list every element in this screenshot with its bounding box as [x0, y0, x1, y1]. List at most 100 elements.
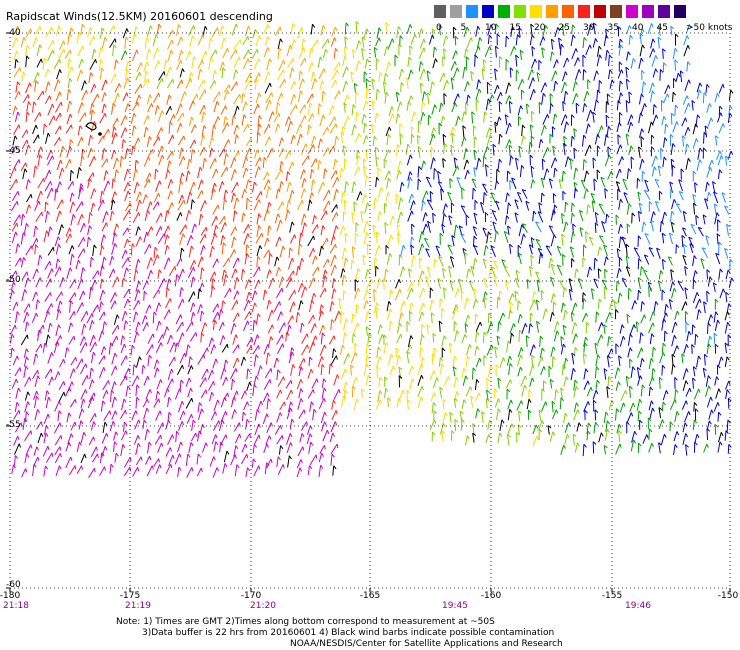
- wind-barb: [317, 56, 321, 68]
- wind-barb: [266, 422, 272, 433]
- wind-barb-flag: [411, 378, 415, 383]
- wind-barb-flag: [131, 344, 136, 349]
- wind-barb-flag: [486, 81, 491, 86]
- wind-barb: [341, 248, 346, 259]
- wind-barb: [306, 93, 313, 104]
- wind-barb: [47, 352, 53, 364]
- wind-barb: [604, 154, 610, 167]
- wind-barb: [661, 233, 665, 244]
- wind-barb-flag: [731, 277, 735, 282]
- wind-barb-flag: [561, 24, 566, 28]
- wind-barb-flag: [344, 56, 348, 61]
- wind-barb-flag: [253, 443, 258, 448]
- wind-barb: [724, 248, 729, 259]
- wind-barb: [290, 23, 294, 35]
- wind-barb-flag: [601, 220, 606, 224]
- wind-barb-flag: [696, 292, 700, 297]
- wind-barb: [322, 189, 330, 201]
- wind-barb: [508, 145, 511, 157]
- wind-barb-flag: [80, 420, 84, 425]
- wind-barb: [692, 255, 695, 266]
- wind-barb: [433, 258, 436, 269]
- wind-barb: [389, 321, 391, 332]
- wind-barb-flag: [181, 147, 185, 152]
- wind-barb-flag: [68, 412, 72, 417]
- wind-barb: [550, 263, 555, 276]
- wind-barb-flag: [571, 258, 575, 262]
- wind-barb-flag: [52, 155, 55, 160]
- wind-barb: [179, 68, 183, 78]
- wind-barb: [683, 45, 689, 57]
- wind-barb-flag: [661, 99, 665, 104]
- wind-barb: [13, 50, 18, 61]
- wind-barb: [44, 201, 47, 212]
- wind-barb-flag: [26, 321, 30, 326]
- wind-barb: [135, 280, 140, 292]
- wind-barb-flag: [509, 409, 513, 413]
- wind-barb: [242, 58, 249, 70]
- wind-barb-flag: [267, 36, 271, 41]
- wind-barb: [638, 93, 642, 105]
- wind-barb: [465, 435, 468, 446]
- wind-barb: [647, 23, 652, 34]
- wind-barb-flag: [517, 34, 521, 38]
- wind-barb-flag: [26, 111, 30, 116]
- wind-barb: [593, 258, 596, 270]
- wind-barb: [101, 432, 108, 444]
- wind-barb-flag: [71, 381, 74, 386]
- wind-barb: [616, 248, 619, 258]
- wind-barb-flag: [442, 56, 446, 61]
- wind-barb: [532, 211, 535, 222]
- wind-barb-flag: [166, 287, 170, 292]
- wind-barb: [277, 376, 284, 387]
- wind-barb: [59, 358, 65, 368]
- wind-barb: [207, 369, 213, 380]
- wind-barb-flag: [605, 134, 609, 138]
- wind-barb: [681, 227, 687, 237]
- wind-barb-flag: [257, 103, 260, 109]
- wind-barb: [574, 57, 579, 67]
- wind-barb-flag: [59, 422, 62, 427]
- wind-barb: [510, 46, 515, 56]
- wind-barb: [101, 222, 107, 232]
- wind-barb: [99, 67, 103, 80]
- wind-barb: [487, 322, 492, 334]
- wind-barb-flag: [471, 111, 475, 115]
- wind-barb-flag: [587, 204, 591, 209]
- wind-barb: [197, 166, 201, 179]
- wind-barb: [36, 190, 42, 203]
- wind-barb: [539, 336, 541, 347]
- wind-barb-flag: [37, 299, 41, 304]
- wind-barb: [591, 200, 595, 213]
- wind-barb: [243, 401, 248, 411]
- wind-barb-flag: [161, 442, 164, 447]
- wind-barb: [461, 334, 466, 344]
- wind-barb-flag: [81, 201, 84, 206]
- wind-barb: [571, 48, 577, 60]
- wind-barb: [516, 192, 523, 203]
- wind-barb: [538, 139, 542, 149]
- wind-barb: [297, 446, 304, 457]
- wind-barb-flag: [520, 347, 524, 352]
- wind-barb: [218, 322, 224, 331]
- wind-barb: [517, 105, 522, 116]
- wind-barb: [616, 144, 621, 155]
- wind-barb-flag: [264, 289, 268, 294]
- wind-barb: [483, 146, 488, 157]
- wind-barb-flag: [520, 354, 523, 359]
- wind-barb: [109, 210, 113, 221]
- wind-barb-flag: [166, 326, 170, 331]
- wind-barb: [548, 178, 553, 189]
- wind-barb: [9, 179, 17, 190]
- wind-barb-flag: [641, 384, 646, 389]
- wind-barb-flag: [342, 268, 346, 273]
- wind-barb-flag: [352, 385, 356, 390]
- wind-barb: [625, 67, 628, 78]
- wind-barb-flag: [223, 148, 226, 153]
- wind-barb: [725, 156, 727, 166]
- wind-barb: [309, 300, 313, 313]
- wind-barb: [365, 269, 369, 280]
- wind-barb: [288, 247, 291, 258]
- wind-barb: [484, 46, 491, 57]
- wind-barb-flag: [281, 276, 285, 281]
